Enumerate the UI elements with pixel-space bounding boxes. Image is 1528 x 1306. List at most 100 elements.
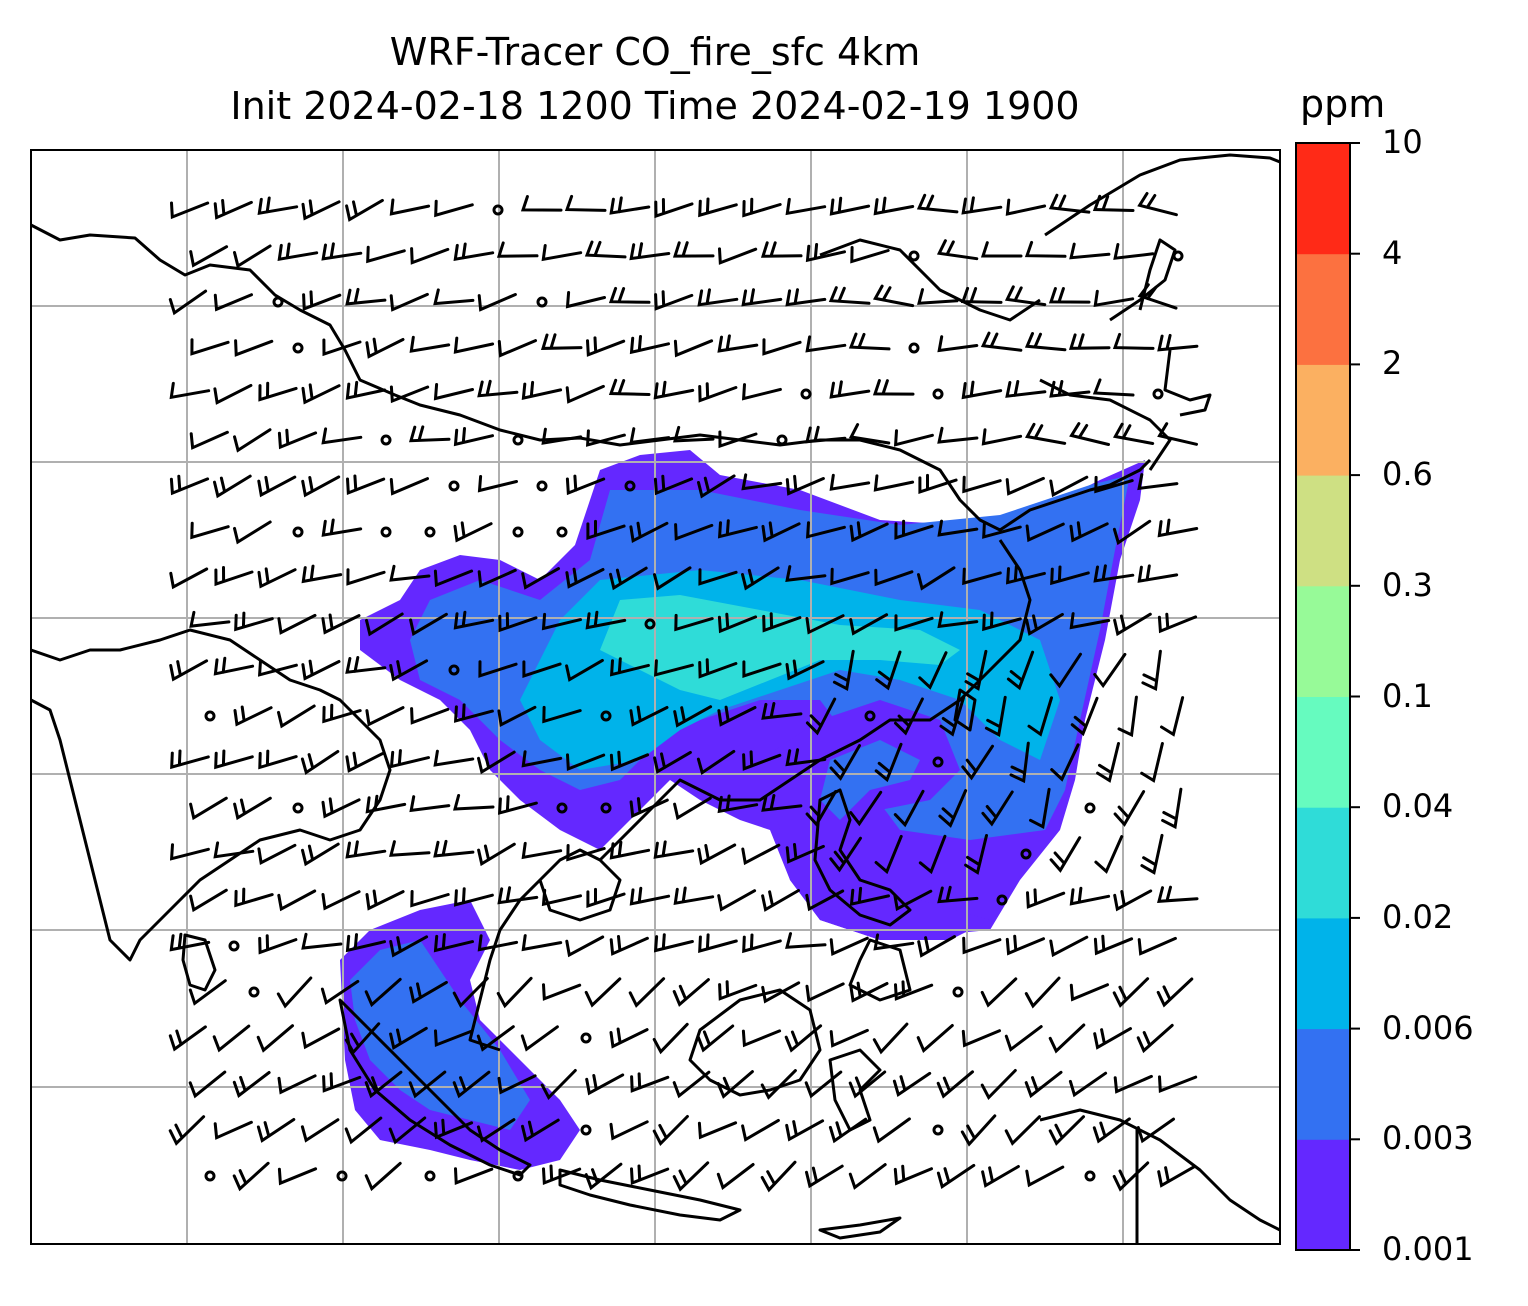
wind-barb	[257, 196, 299, 216]
wind-barb	[698, 568, 738, 586]
wind-barb	[168, 1115, 206, 1146]
wind-barb	[917, 288, 959, 305]
wind-barb	[609, 935, 649, 956]
calm-wind-marker	[272, 296, 284, 308]
wind-barb	[937, 335, 979, 353]
coast-new-guinea	[1039, 1108, 1280, 1232]
wind-barb	[937, 426, 979, 444]
wind-barb	[321, 242, 363, 261]
wind-barb	[301, 475, 341, 498]
wind-barb	[609, 750, 650, 772]
wind-barb	[1161, 787, 1183, 830]
wind-barb	[566, 753, 606, 772]
wind-barb	[849, 886, 890, 907]
wind-barb	[785, 197, 827, 216]
map-title-line2: Init 2024-02-18 1200 Time 2024-02-19 190…	[230, 84, 1080, 128]
wind-barb	[1094, 835, 1124, 874]
calm-wind-marker	[996, 894, 1008, 906]
wind-barb	[630, 1164, 670, 1186]
colorbar-tick-label: 0.04	[1382, 787, 1454, 826]
calm-wind-marker	[1152, 388, 1164, 400]
grid-lines	[31, 150, 1280, 1244]
wind-barb	[653, 840, 695, 859]
wind-barb	[477, 293, 517, 312]
wind-barb	[234, 611, 274, 632]
coast-sri-lanka	[181, 933, 217, 992]
wind-barb	[980, 241, 1023, 258]
calm-wind-marker	[600, 710, 612, 722]
wind-barb	[805, 889, 845, 912]
wind-barb	[1094, 475, 1134, 494]
wind-barb	[805, 1164, 844, 1189]
wind-barb	[258, 749, 298, 770]
wind-barb	[564, 194, 607, 212]
wind-barb	[1157, 885, 1199, 903]
wind-barb	[434, 1029, 474, 1048]
wind-barb	[1050, 743, 1080, 782]
wind-barb	[1048, 1023, 1086, 1054]
wind-barb	[300, 750, 340, 775]
wind-barb	[168, 1025, 207, 1052]
wind-barb	[785, 843, 825, 864]
wind-barb	[741, 383, 782, 401]
colorbar-segment	[1296, 253, 1350, 365]
wind-barb	[672, 1070, 711, 1099]
wind-barb	[849, 613, 889, 636]
wind-barb	[629, 242, 671, 261]
wind-barb	[980, 977, 1018, 1008]
calm-wind-marker	[1172, 250, 1184, 262]
wind-barb	[433, 383, 474, 401]
wind-barb	[365, 889, 405, 911]
calm-wind-marker	[536, 480, 548, 492]
wind-barb	[1096, 742, 1120, 783]
wind-barb	[277, 704, 316, 729]
wind-barb	[213, 199, 253, 220]
wind-barb	[213, 474, 252, 499]
wind-barb	[477, 379, 519, 398]
wind-barb	[586, 887, 626, 908]
wind-barb	[364, 1070, 403, 1099]
wind-barb	[188, 979, 227, 1006]
wind-barb	[1093, 289, 1135, 308]
wind-barb	[301, 564, 343, 584]
wind-barb	[409, 335, 451, 353]
wind-barb	[629, 797, 669, 819]
coast-india	[31, 628, 392, 962]
wind-barb	[276, 976, 313, 1009]
calm-wind-marker	[952, 986, 964, 998]
calm-wind-marker	[556, 802, 568, 814]
wind-barb	[829, 196, 871, 216]
wind-barb	[322, 1072, 362, 1093]
wind-barb	[542, 983, 582, 1001]
wind-barb	[761, 521, 801, 543]
wind-barb	[874, 834, 903, 875]
wind-barb	[652, 1022, 689, 1055]
wind-barb	[497, 886, 539, 905]
wind-barb	[477, 568, 517, 588]
wind-barb	[345, 751, 385, 773]
wind-barb	[477, 934, 519, 952]
wind-barb	[785, 748, 827, 767]
wind-barb	[761, 794, 803, 812]
wind-barb	[345, 840, 387, 859]
wind-barb	[961, 744, 994, 781]
wind-barb	[1157, 333, 1199, 352]
wind-barb	[893, 1164, 933, 1186]
wind-barb	[762, 338, 802, 356]
wind-barb	[653, 380, 695, 400]
wind-barb	[872, 1117, 911, 1144]
wind-barb	[365, 337, 405, 359]
wind-barb	[1117, 695, 1138, 738]
wind-barb	[918, 473, 958, 494]
wind-barb	[345, 933, 386, 953]
wind-barb	[169, 932, 211, 952]
wind-barb	[1160, 696, 1185, 737]
wind-barb	[190, 521, 230, 540]
wind-barb	[389, 749, 430, 769]
wind-barb	[321, 797, 361, 819]
wind-barb	[364, 977, 402, 1008]
colorbar-tick-label: 0.3	[1382, 565, 1433, 604]
wind-barb	[1112, 1161, 1150, 1192]
colorbar-segment	[1296, 475, 1350, 587]
wind-barb	[849, 981, 889, 1003]
